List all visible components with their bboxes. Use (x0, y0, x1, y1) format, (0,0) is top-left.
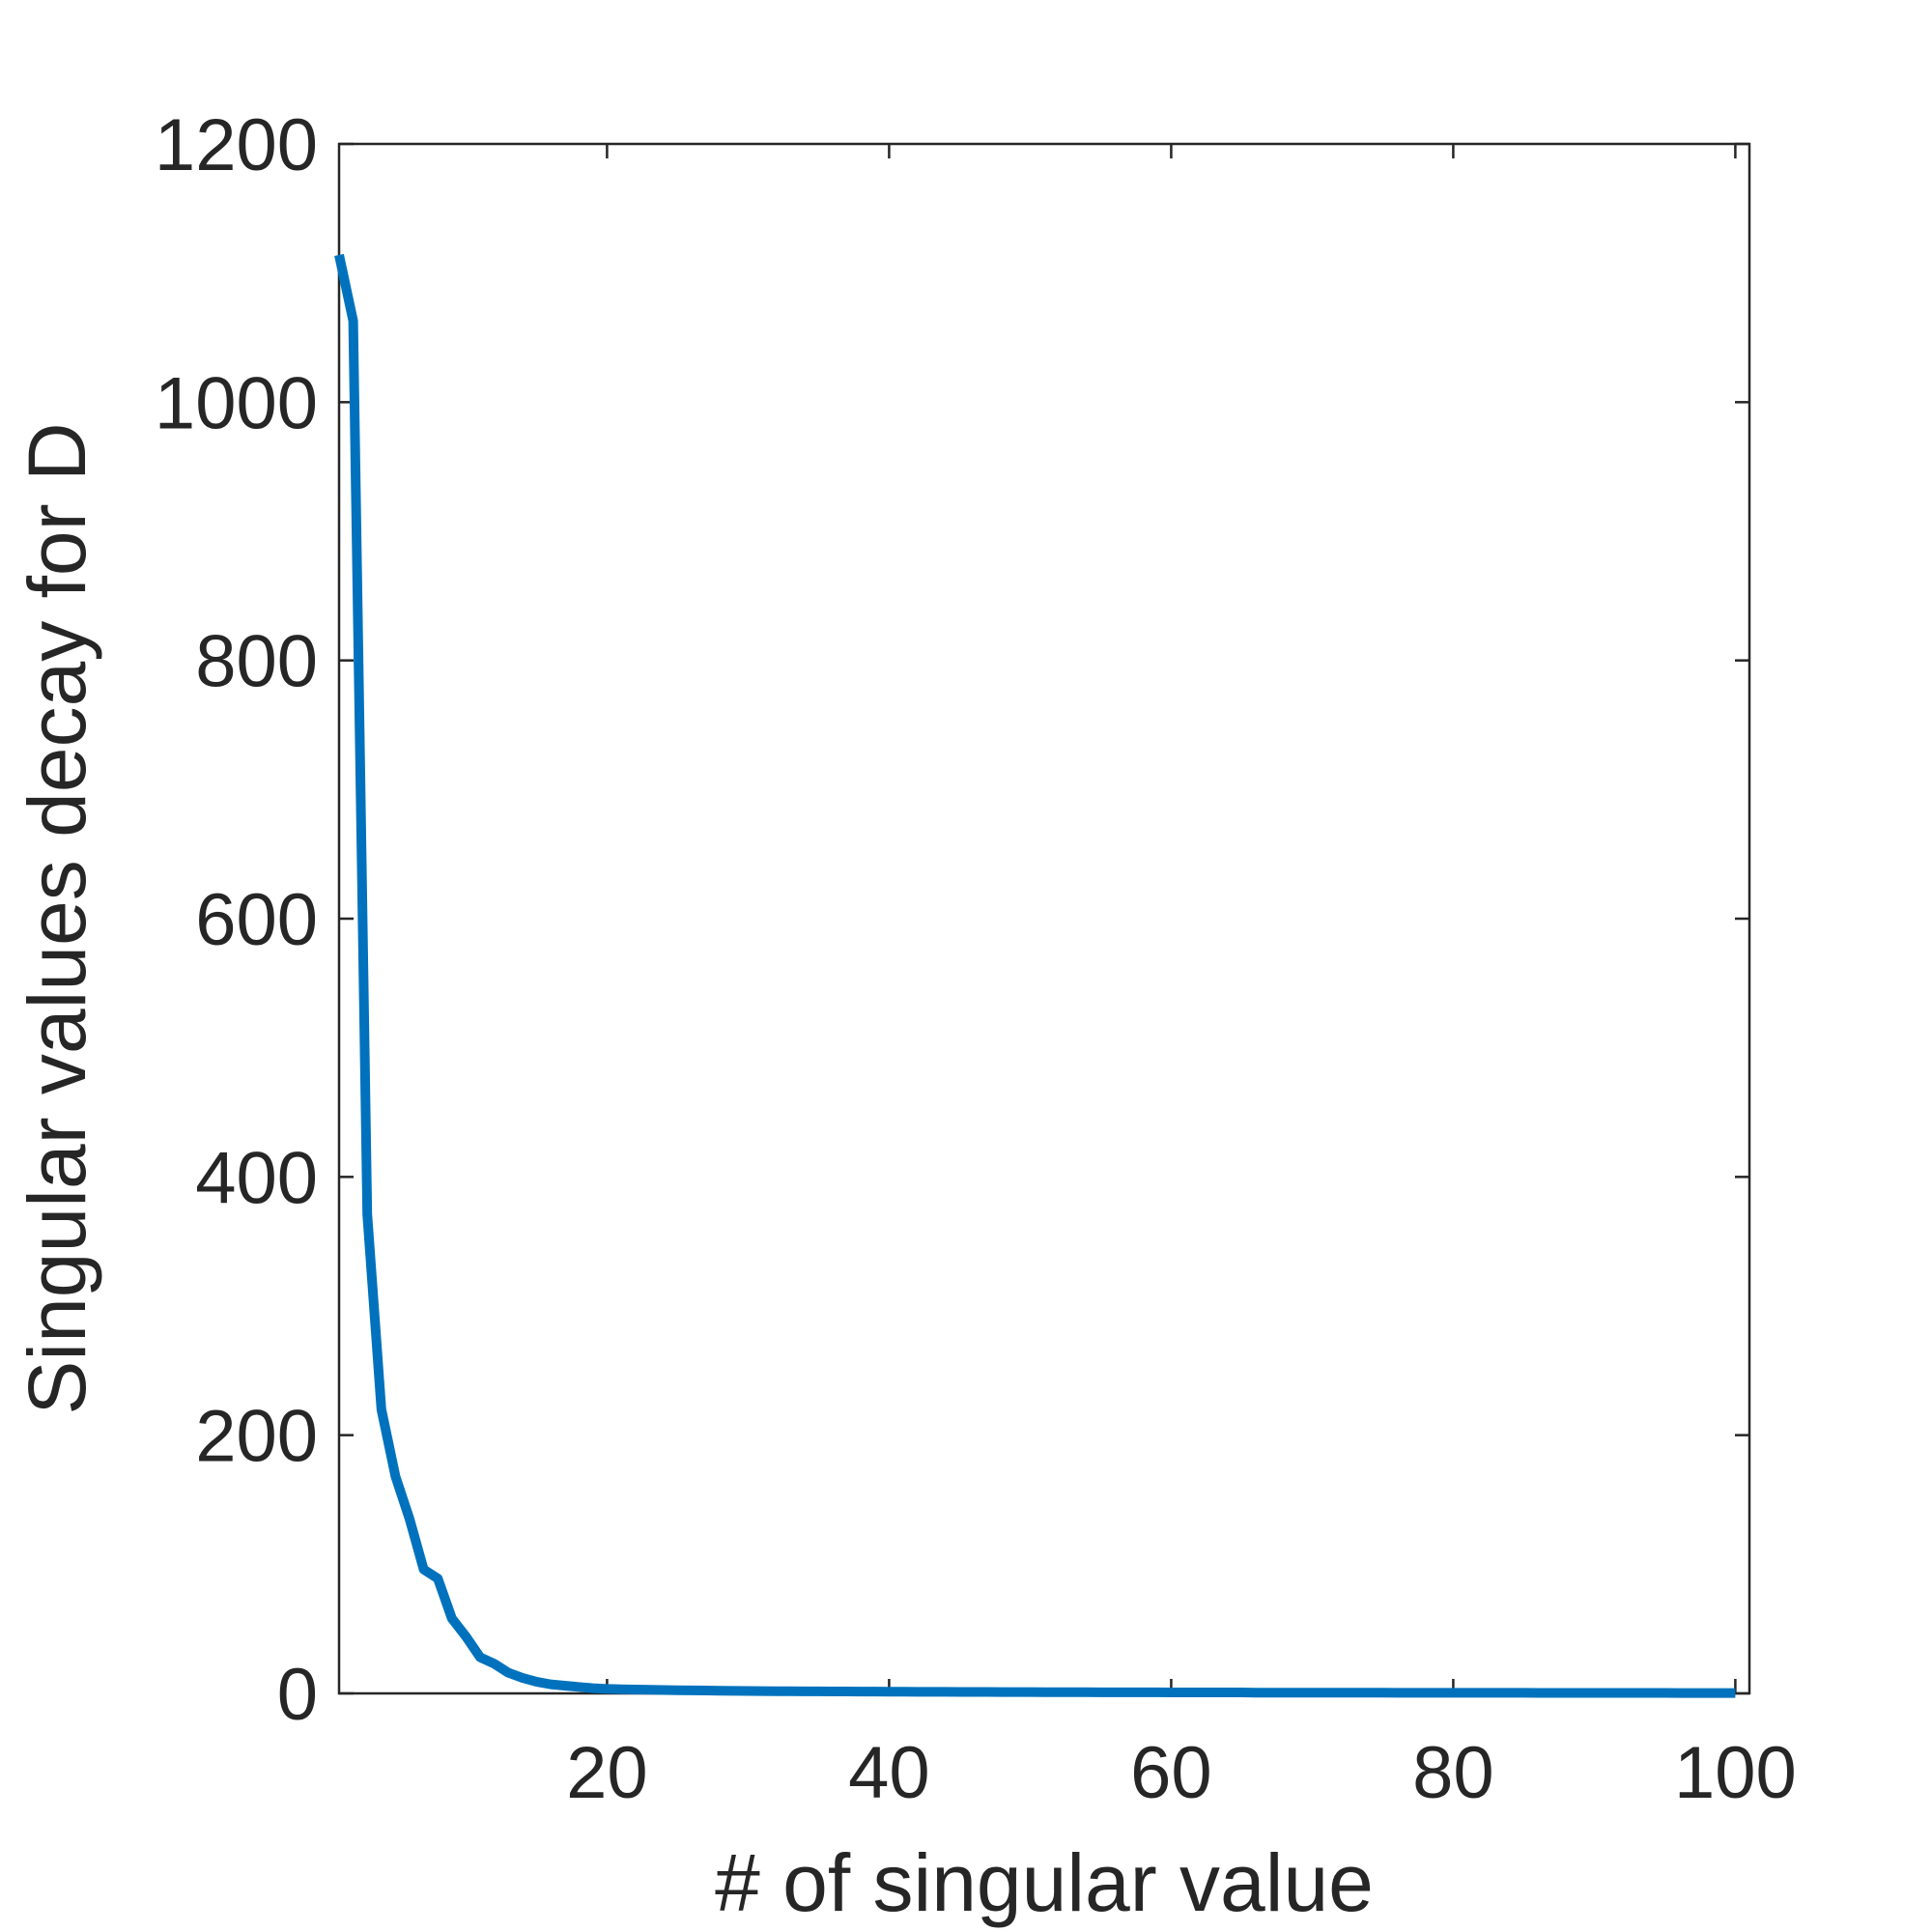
y-tick-label: 200 (195, 1396, 318, 1478)
y-tick-label: 600 (195, 879, 318, 961)
x-tick-label: 80 (1412, 1732, 1494, 1814)
y-tick-label: 1200 (155, 104, 318, 186)
plot-box (337, 142, 1751, 1695)
y-tick-label: 400 (195, 1137, 318, 1219)
data-line (334, 253, 1736, 1698)
y-tick-label: 1000 (155, 362, 318, 444)
y-axis-label: Singular values decay for D (12, 422, 102, 1414)
y-tick-label: 0 (277, 1654, 318, 1736)
x-tick-label: 100 (1674, 1732, 1797, 1814)
x-tick-label: 20 (566, 1732, 648, 1814)
x-tick-label: 60 (1130, 1732, 1212, 1814)
y-tick-label: 800 (195, 621, 318, 703)
x-tick-label: 40 (848, 1732, 930, 1814)
x-axis-label: # of singular value (715, 1837, 1374, 1928)
